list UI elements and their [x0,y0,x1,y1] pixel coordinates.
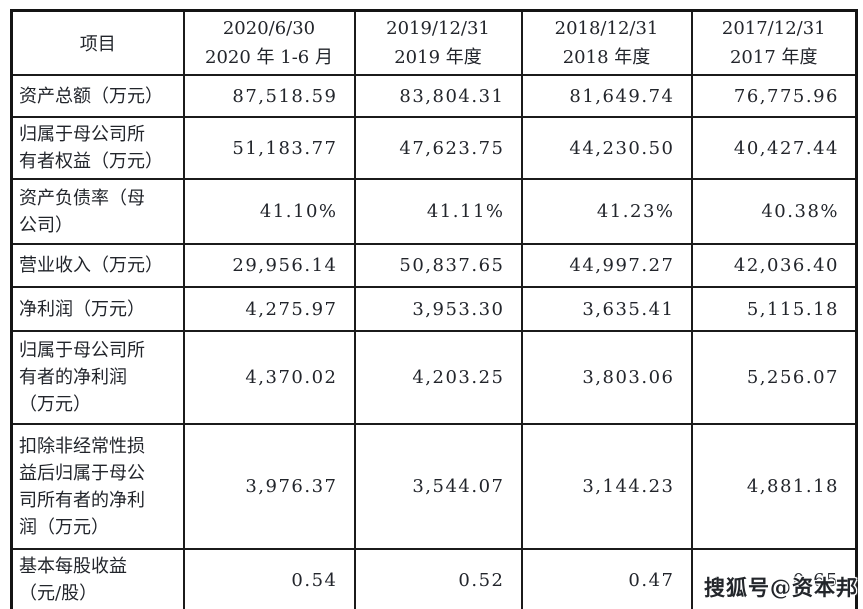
header-date-2020: 2020/6/30 [222,18,316,39]
header-col-2018: 2018/12/31 2018 年度 [520,9,693,76]
value-cell: 3,803.06 [520,330,693,425]
value-cell: 3,144.23 [520,423,693,550]
value-cell: 3,976.37 [182,423,356,550]
table-row-net-profit: 净利润（万元） 4,275.97 3,953.30 3,635.41 5,115… [10,286,858,332]
table-row-debt-ratio: 资产负债率（母公司） 41.10% 41.11% 41.23% 40.38% [10,178,858,245]
value-cell: 4,203.25 [353,330,523,425]
header-col-2017: 2017/12/31 2017 年度 [690,9,858,76]
value-cell: 50,837.65 [353,243,523,288]
header-date-2018: 2018/12/31 [554,18,659,39]
value-cell: 47,623.75 [353,116,523,180]
row-label: 扣除非经常性损益后归属于母公司所有者的净利润（万元） [10,423,185,550]
header-col-2019: 2019/12/31 2019 年度 [353,9,523,76]
row-label: 资产负债率（母公司） [10,178,185,245]
header-item-cell: 项目 [10,9,185,76]
header-period-2017: 2017 年度 [729,47,818,68]
value-cell: 3,544.07 [353,423,523,550]
value-cell: 3,953.30 [353,286,523,332]
value-cell: 41.10% [182,178,356,245]
value-cell: 4,275.97 [182,286,356,332]
header-date-2017: 2017/12/31 [721,18,826,39]
value-cell: 0.52 [353,548,523,609]
table-row-parent-net-profit: 归属于母公司所有者的净利润（万元） 4,370.02 4,203.25 3,80… [10,330,858,425]
header-period-2019: 2019 年度 [394,47,482,68]
value-cell: 51,183.77 [182,116,356,180]
value-cell: 81,649.74 [520,74,693,118]
table-row-basic-eps: 基本每股收益（元/股） 0.54 0.52 0.47 0.65 [10,548,858,609]
header-col-2020: 2020/6/30 2020 年 1-6 月 [182,9,356,76]
value-cell: 41.23% [520,178,693,245]
table-row-total-assets: 资产总额（万元） 87,518.59 83,804.31 81,649.74 7… [10,74,858,118]
value-cell: 41.11% [353,178,523,245]
value-cell: 0.65 [690,548,858,609]
row-label: 资产总额（万元） [10,74,185,118]
value-cell: 3,635.41 [520,286,693,332]
value-cell: 5,115.18 [690,286,858,332]
value-cell: 0.47 [520,548,693,609]
value-cell: 44,230.50 [520,116,693,180]
value-cell: 83,804.31 [353,74,523,118]
value-cell: 4,881.18 [690,423,858,550]
value-cell: 40,427.44 [690,116,858,180]
value-cell: 87,518.59 [182,74,356,118]
row-label: 基本每股收益（元/股） [10,548,185,609]
value-cell: 42,036.40 [690,243,858,288]
row-label: 归属于母公司所有者权益（万元） [10,116,185,180]
financial-table: 项目 2020/6/30 2020 年 1-6 月 2019/12/31 201… [10,9,858,609]
table-row-parent-equity: 归属于母公司所有者权益（万元） 51,183.77 47,623.75 44,2… [10,116,858,180]
table-row-revenue: 营业收入（万元） 29,956.14 50,837.65 44,997.27 4… [10,243,858,288]
row-label: 归属于母公司所有者的净利润（万元） [10,330,185,425]
row-label: 营业收入（万元） [10,243,185,288]
header-period-2020: 2020 年 1-6 月 [205,47,333,68]
value-cell: 40.38% [690,178,858,245]
value-cell: 76,775.96 [690,74,858,118]
header-date-2019: 2019/12/31 [386,18,490,39]
value-cell: 0.54 [182,548,356,609]
value-cell: 4,370.02 [182,330,356,425]
value-cell: 44,997.27 [520,243,693,288]
table-header-row: 项目 2020/6/30 2020 年 1-6 月 2019/12/31 201… [10,9,858,76]
row-label: 净利润（万元） [10,286,185,332]
value-cell: 29,956.14 [182,243,356,288]
header-period-2018: 2018 年度 [562,47,651,68]
table-row-deducted-net-profit: 扣除非经常性损益后归属于母公司所有者的净利润（万元） 3,976.37 3,54… [10,423,858,550]
watermark: 搜狐号@资本邦 [704,575,858,600]
value-cell: 5,256.07 [690,330,858,425]
